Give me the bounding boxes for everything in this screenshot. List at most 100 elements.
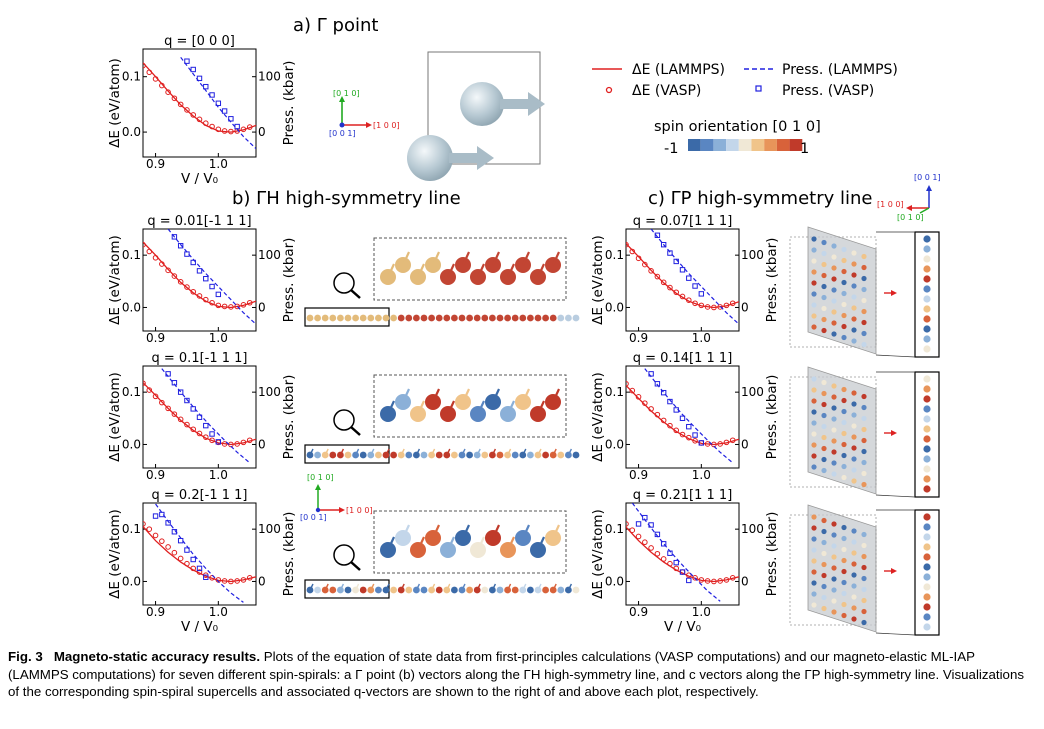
zoom-spin-arrow [522,388,530,403]
supercell-atom [851,605,857,611]
point-energy-vasp [152,532,159,539]
zoom-spin-arrow [432,524,440,539]
plot-area [143,368,256,464]
supercell-atom [841,257,847,264]
y-tick-label: 0.0 [122,437,141,451]
supercell-atom [811,453,817,459]
x-tick-label: 1.0 [692,331,711,345]
spin-arrow [385,448,390,456]
spin-arrow [461,448,466,456]
point-energy-vasp [143,521,146,527]
zoom-spin-arrow [387,536,395,551]
x-tick-label: 1.0 [209,605,228,619]
point-press-vasp [679,267,686,273]
spin-arrow [324,448,329,456]
plot-area [626,368,739,464]
unit-cell-illustration [407,51,545,181]
column-atom [923,543,931,551]
column-atom [923,245,931,253]
spin-arrow [476,448,481,456]
point-energy-vasp [221,303,228,310]
zoom-guide [875,632,916,636]
point-press-vasp [190,259,196,266]
supercell-atom [831,565,837,571]
spin-arrow [400,448,405,456]
supercell-atom [851,561,857,567]
point-energy-vasp [692,300,698,307]
y-tick-label: 0.0 [605,574,624,588]
spin-arrow [537,448,542,456]
zoom-spin-arrow [387,263,395,278]
chain-atom [329,451,337,459]
point-press-vasp [184,251,190,257]
point-energy-vasp [704,304,711,310]
series-energy-lammps [143,382,256,446]
chain-atom [519,586,527,594]
chain-atom [557,314,565,322]
magnifier-handle [350,289,361,299]
supercell-atom [831,609,837,615]
plot-frame [625,365,740,469]
point-energy-vasp [165,405,171,412]
chain-zoom-box [373,237,567,301]
supercell-atom [821,327,827,334]
x-axis-label: V / V₀ [181,619,218,635]
chain-atom [572,314,580,322]
chain-atom [481,314,489,322]
supercell-atom [861,297,867,304]
point-energy-vasp [246,575,253,581]
column-atom [923,435,931,443]
point-energy-vasp [165,89,171,95]
point-energy-vasp [685,297,692,303]
y2-tick-label: 100 [741,248,764,262]
point-energy-vasp [717,441,723,447]
point-energy-vasp [711,578,717,585]
zoom-guide [875,354,916,358]
chain-atom [466,586,473,594]
supercell-atom [861,564,867,571]
supercell-atom [811,442,817,448]
zoom-spin-arrow [492,524,500,539]
supercell-atom [861,448,867,455]
spin-arrow [385,583,390,591]
spin-arrow [415,583,421,591]
column-atom [923,255,931,263]
y2-tick-label: 0 [258,125,266,139]
supercell-atom [841,301,847,308]
x-axis-label: V / V₀ [181,171,218,187]
chain-atom [375,314,382,322]
supercell-atom [861,597,867,604]
point-energy-vasp [246,299,253,306]
point-press-vasp [203,275,209,282]
point-energy-vasp [667,422,673,429]
figure-caption: Fig. 3 Magneto-static accuracy results. … [8,648,1036,701]
plot-frame [625,502,740,606]
supercell-atom [851,401,857,407]
y2-tick-label: 0 [258,574,266,588]
point-energy-vasp [729,575,736,581]
series-energy-lammps [626,526,739,583]
point-press-vasp [686,423,692,430]
chain-zoom-box [373,374,567,438]
magnifier-icon [333,409,355,431]
supercell-atom [831,276,837,282]
point-energy-vasp [184,284,190,290]
y-axis-label: ΔE (eV/atom) [107,235,123,325]
chain-atom [337,314,344,322]
supercell-atom [861,437,867,444]
chain-atom [572,451,580,459]
y-tick-label: 0.1 [605,248,624,262]
supercell-atom [821,261,827,268]
supercell-atom [811,280,817,286]
point-energy-vasp [171,411,178,417]
supercell-atom [841,601,847,608]
point-energy-vasp [190,426,197,433]
supercell-atom [831,554,837,560]
supercell-atom [821,594,827,601]
supercell-atom [851,583,857,589]
chain-atom [435,314,443,322]
chain-atom [344,586,352,594]
supercell-atom [821,528,827,535]
colorbar-swatch [726,139,739,151]
colorbar: spin orientation [0 1 0] -1 1 [654,119,821,157]
